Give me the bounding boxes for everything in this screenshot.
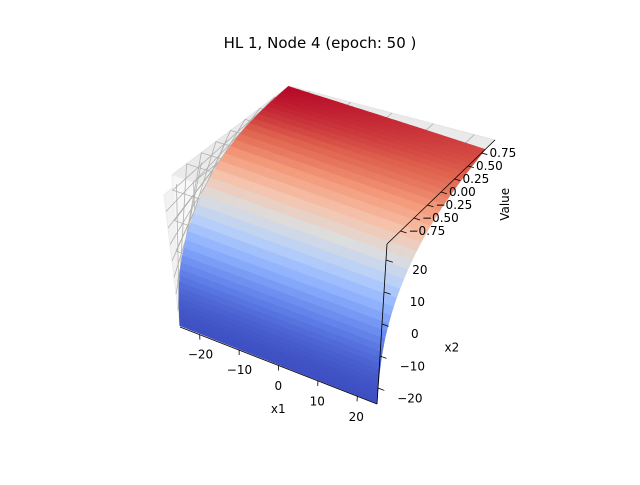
y-tick [378, 388, 384, 390]
z-tick [482, 153, 488, 155]
x-axis-label: x1 [271, 402, 286, 416]
y-axis-label: x2 [445, 340, 460, 354]
z-tick-label: 0.00 [449, 185, 476, 199]
z-tick-label: 0.75 [490, 146, 517, 160]
z-tick-label: 0.50 [476, 159, 503, 173]
chart-title: HL 1, Node 4 (epoch: 50 ) [0, 34, 640, 52]
x-tick-label: 10 [310, 394, 325, 408]
y-tick-label: −20 [397, 392, 422, 406]
z-axis-label: Value [498, 188, 512, 221]
y-tick-label: 10 [410, 295, 425, 309]
x-tick-label: 0 [275, 379, 283, 393]
y-tick-label: −10 [400, 359, 425, 373]
z-tick-label: −0.75 [409, 224, 446, 238]
y-tick-label: 20 [412, 263, 427, 277]
z-tick-label: −0.50 [422, 211, 459, 225]
z-tick-label: −0.25 [436, 198, 473, 212]
y-tick-label: 0 [411, 327, 419, 341]
z-tick-label: 0.25 [463, 172, 490, 186]
x-tick-label: −20 [188, 348, 213, 362]
x-tick-label: 20 [349, 410, 364, 424]
x-tick-label: −10 [227, 363, 252, 377]
